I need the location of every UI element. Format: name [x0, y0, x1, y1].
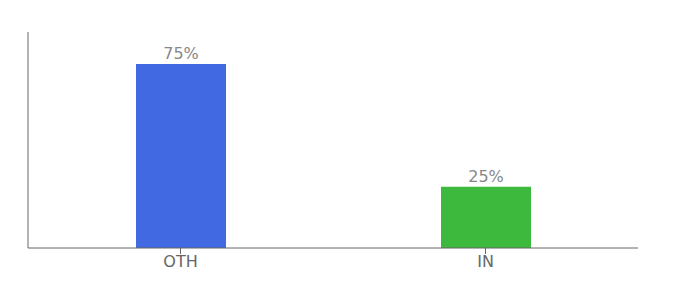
svg-text:IN: IN [477, 252, 494, 271]
svg-text:75%: 75% [163, 44, 199, 63]
svg-text:OTH: OTH [163, 252, 197, 271]
svg-text:25%: 25% [468, 167, 504, 186]
